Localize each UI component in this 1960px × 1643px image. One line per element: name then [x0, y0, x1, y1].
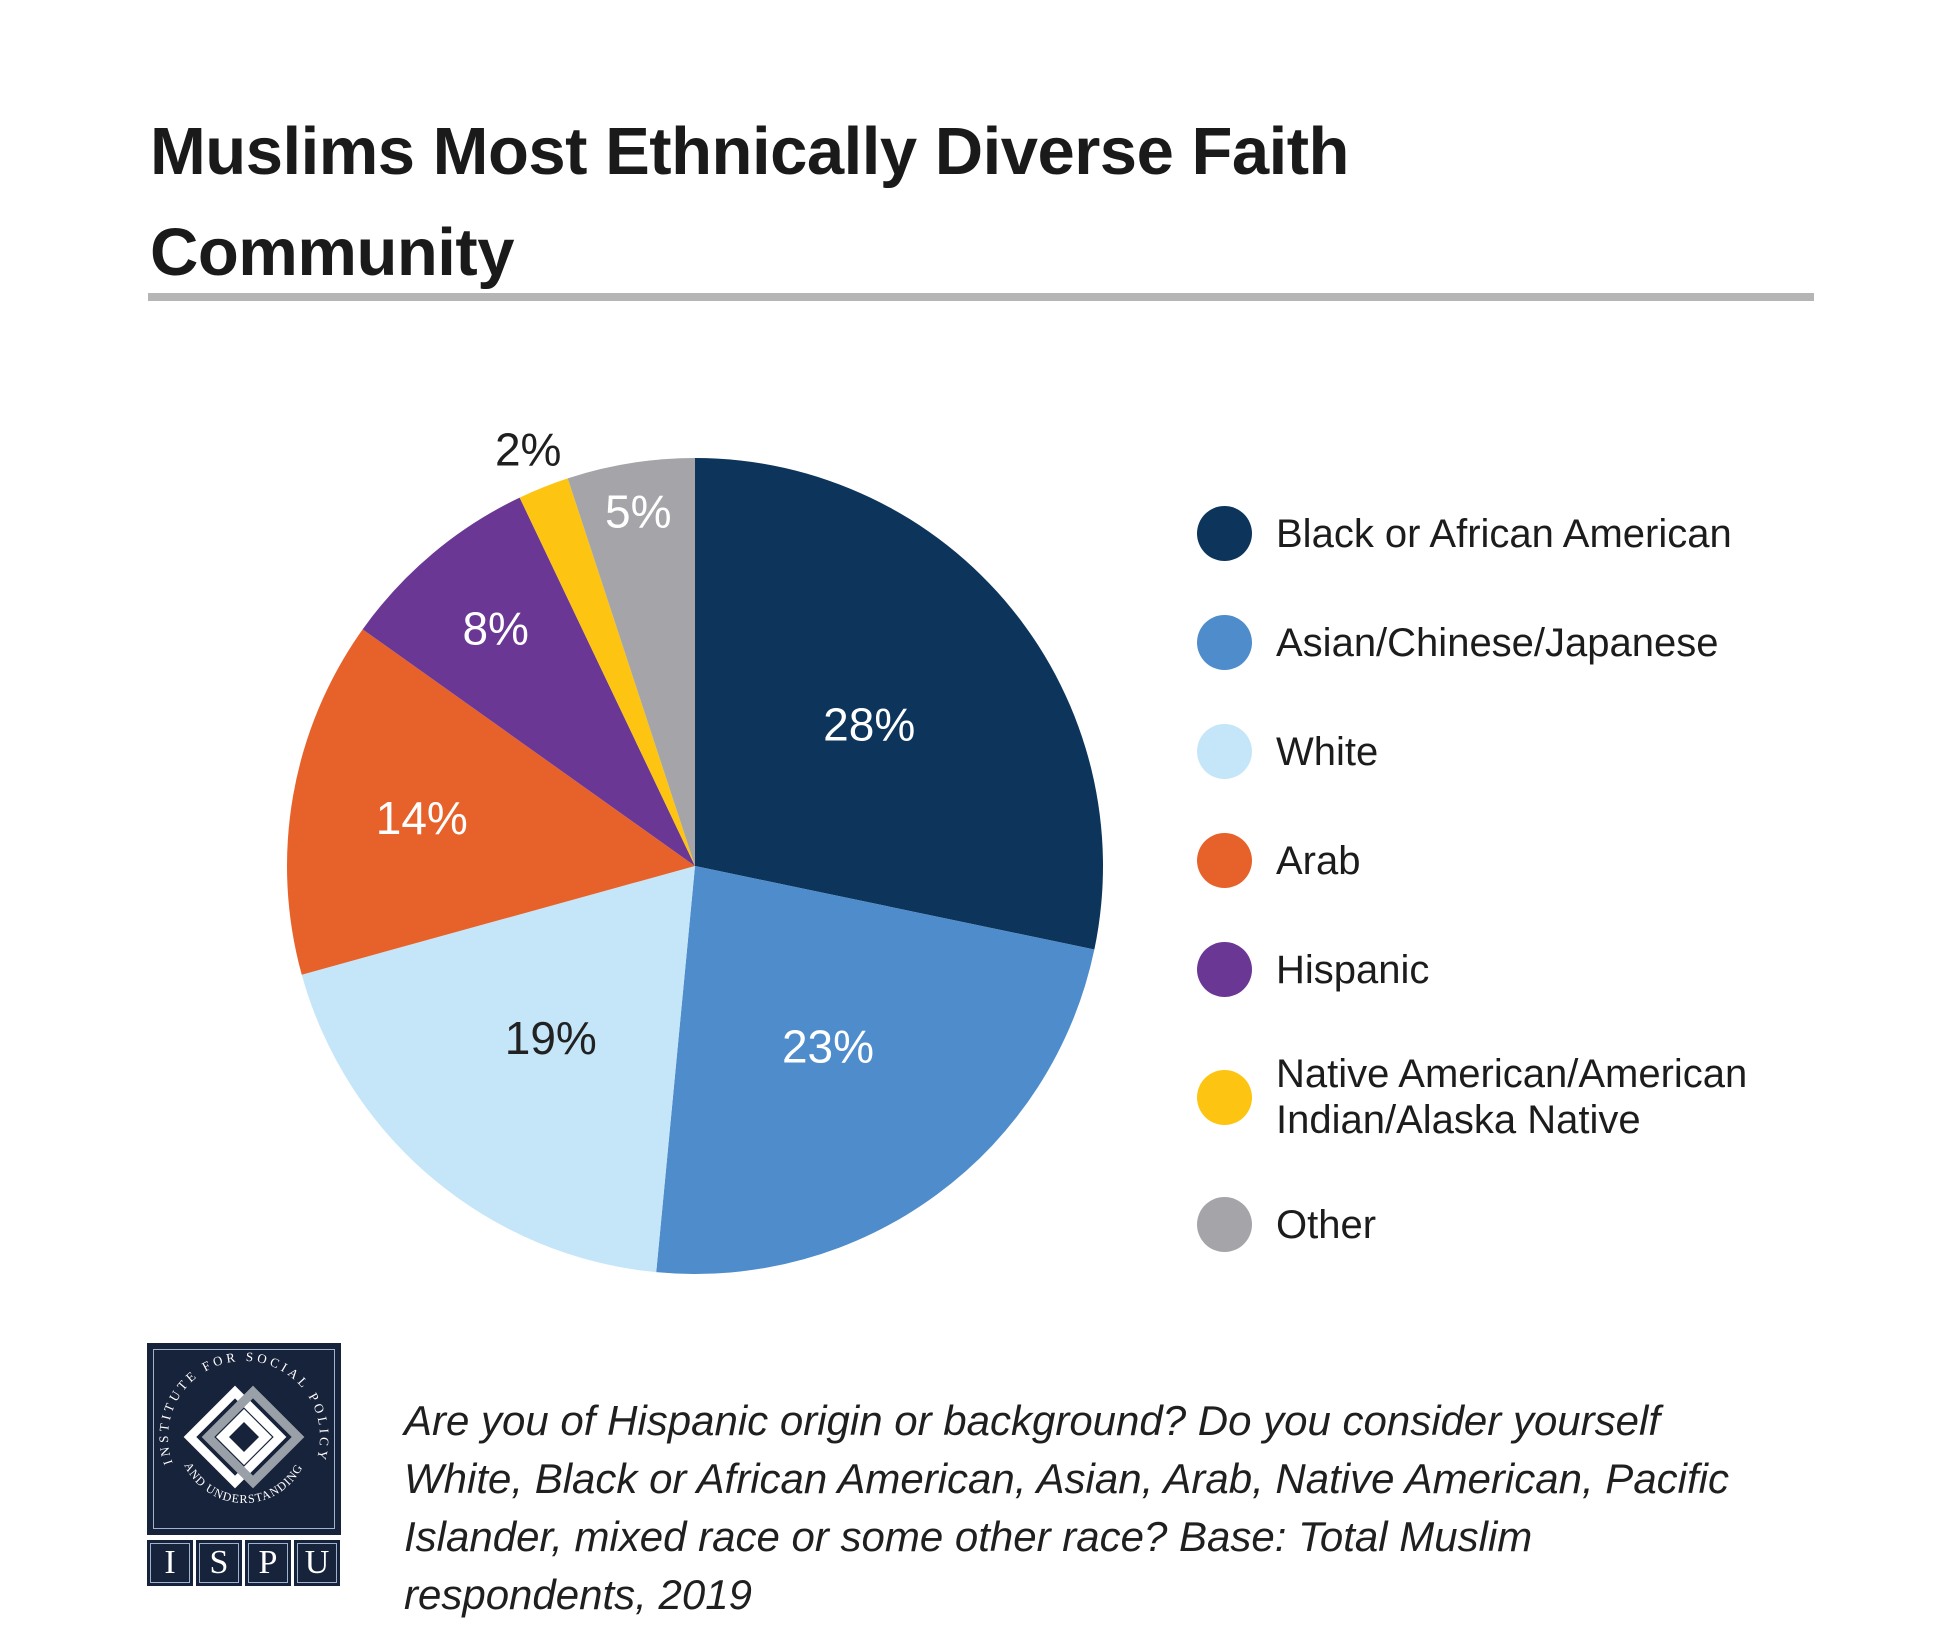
legend-swatch-arab [1197, 833, 1252, 888]
legend-label: Black or African American [1276, 511, 1732, 556]
legend-item-native-american-american-indian-alaska-native: Native American/American Indian/Alaska N… [1197, 1051, 1747, 1143]
legend-label: Other [1276, 1202, 1377, 1247]
pie-label-black-or-african-american: 28% [823, 699, 915, 751]
legend-label: Native American/American Indian/Alaska N… [1276, 1052, 1748, 1142]
pie-slice-white [301, 866, 695, 1273]
legend-item-black-or-african-american: Black or African American [1197, 506, 1747, 561]
ispu-letter: P [258, 1544, 278, 1581]
pie-slice-other [567, 458, 695, 866]
pie-label-asian-chinese-japanese: 23% [782, 1021, 874, 1073]
pie-slice-black-or-african-american [695, 458, 1103, 950]
legend-item-other: Other [1197, 1197, 1747, 1252]
pie-label-native-american-american-indian-alaska-native: 2% [495, 423, 561, 475]
page-title: Muslims Most Ethnically Diverse Faith Co… [150, 113, 1349, 290]
logo-diamond-motif [183, 1385, 305, 1489]
title-divider [148, 293, 1814, 301]
legend-swatch-native-american-american-indian-alaska-native [1197, 1069, 1252, 1125]
legend-item-arab: Arab [1197, 833, 1747, 888]
pie-slice-hispanic [362, 497, 695, 866]
legend-swatch-white [1197, 724, 1252, 779]
pie-slice-native-american-american-indian-alaska-native [519, 478, 695, 866]
ispu-logo: INSTITUTE FOR SOCIAL POLICY AND UNDERSTA… [147, 1343, 341, 1586]
pie-slice-asian-chinese-japanese [656, 866, 1095, 1274]
ispu-letter-row: I S P U [147, 1540, 341, 1586]
pie-slice-arab [286, 629, 695, 975]
legend: Black or African American Asian/Chinese/J… [1197, 506, 1747, 1252]
legend-item-white: White [1197, 724, 1747, 779]
ispu-emblem: INSTITUTE FOR SOCIAL POLICY AND UNDERSTA… [147, 1343, 341, 1535]
legend-swatch-hispanic [1197, 942, 1252, 997]
ispu-box-i: I [147, 1540, 193, 1586]
pie-label-other: 5% [605, 486, 671, 538]
ispu-emblem-art: INSTITUTE FOR SOCIAL POLICY AND UNDERSTA… [156, 1349, 331, 1506]
ispu-letter: U [304, 1544, 330, 1581]
legend-label: Arab [1276, 838, 1361, 883]
pie-chart: 28% 23% 19% 14% 8% 2% 5% [286, 423, 1103, 1274]
ispu-letter: I [164, 1544, 176, 1581]
ispu-letter: S [209, 1544, 229, 1581]
pie-label-arab: 14% [376, 792, 468, 844]
legend-item-asian-chinese-japanese: Asian/Chinese/Japanese [1197, 615, 1747, 670]
source-caption: Are you of Hispanic origin or background… [404, 1397, 1730, 1618]
legend-label: White [1276, 729, 1379, 774]
pie-label-hispanic: 8% [462, 603, 528, 655]
ispu-box-s: S [196, 1540, 242, 1586]
legend-swatch-other [1197, 1197, 1252, 1252]
legend-item-hispanic: Hispanic [1197, 942, 1747, 997]
ispu-box-p: P [245, 1540, 291, 1586]
legend-swatch-asian-chinese-japanese [1197, 615, 1252, 670]
legend-label: Asian/Chinese/Japanese [1276, 620, 1719, 665]
legend-label: Hispanic [1276, 947, 1430, 992]
pie-label-white: 19% [505, 1012, 597, 1064]
legend-swatch-black-or-african-american [1197, 506, 1252, 561]
ispu-box-u: U [294, 1540, 340, 1586]
